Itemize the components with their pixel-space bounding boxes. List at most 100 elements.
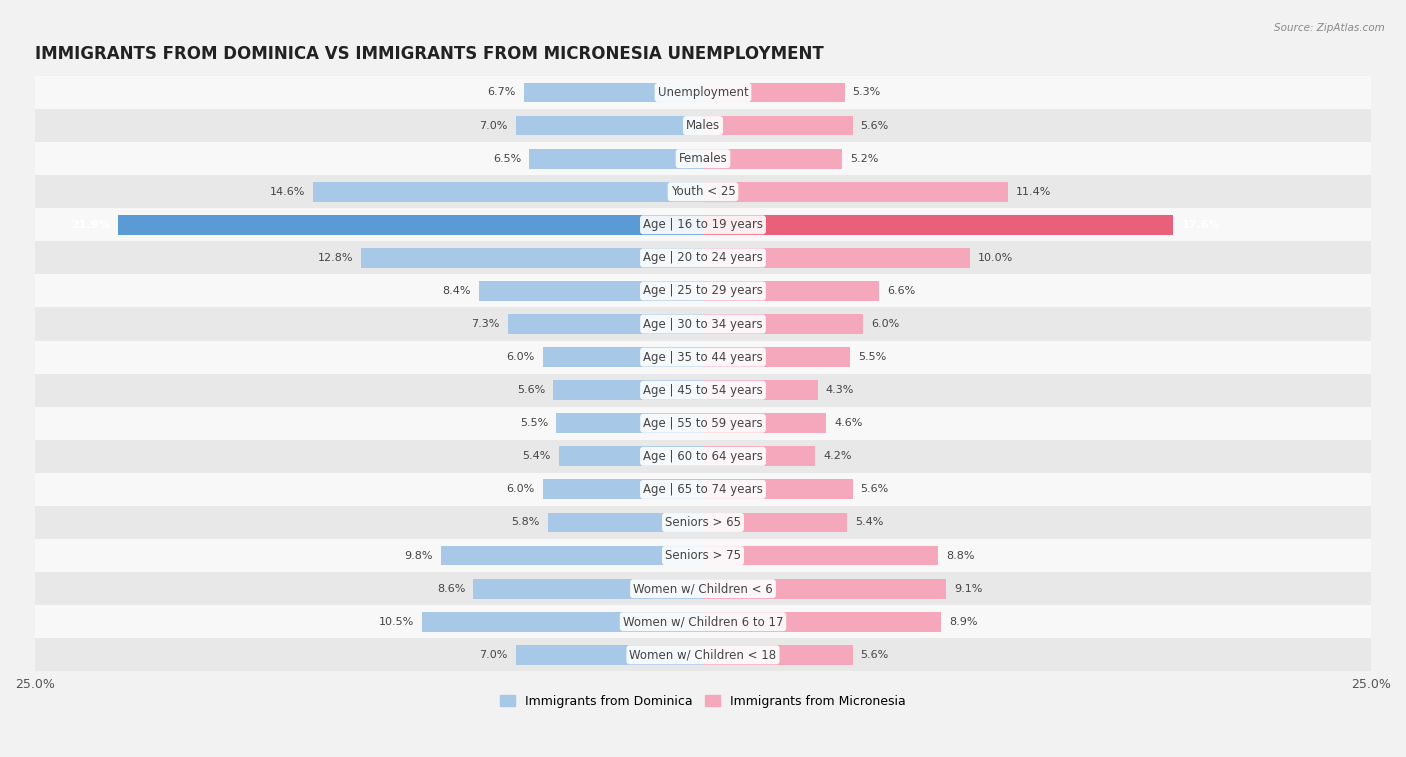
Text: 6.0%: 6.0% (872, 319, 900, 329)
Text: 6.0%: 6.0% (506, 484, 534, 494)
Text: 5.6%: 5.6% (860, 484, 889, 494)
Text: Age | 20 to 24 years: Age | 20 to 24 years (643, 251, 763, 264)
Bar (703, 512, 848, 532)
Text: 5.3%: 5.3% (852, 88, 882, 98)
Bar (543, 479, 703, 500)
Text: 9.1%: 9.1% (955, 584, 983, 593)
Text: 5.5%: 5.5% (520, 419, 548, 428)
Bar (703, 281, 879, 301)
Bar (35, 76, 1371, 109)
Text: 4.6%: 4.6% (834, 419, 862, 428)
Text: Males: Males (686, 119, 720, 132)
Text: 10.5%: 10.5% (380, 617, 415, 627)
Bar (441, 546, 703, 565)
Text: Source: ZipAtlas.com: Source: ZipAtlas.com (1274, 23, 1385, 33)
Bar (35, 506, 1371, 539)
Bar (703, 248, 970, 268)
Bar (361, 248, 703, 268)
Text: 10.0%: 10.0% (979, 253, 1014, 263)
Bar (703, 182, 1008, 201)
Text: 4.3%: 4.3% (825, 385, 855, 395)
Bar (35, 109, 1371, 142)
Text: Women w/ Children 6 to 17: Women w/ Children 6 to 17 (623, 615, 783, 628)
Text: Women w/ Children < 18: Women w/ Children < 18 (630, 648, 776, 662)
Text: Youth < 25: Youth < 25 (671, 185, 735, 198)
Text: 6.5%: 6.5% (494, 154, 522, 164)
Bar (35, 307, 1371, 341)
Text: 7.0%: 7.0% (479, 650, 508, 660)
Text: 6.0%: 6.0% (506, 352, 534, 362)
Text: 12.8%: 12.8% (318, 253, 353, 263)
Text: 14.6%: 14.6% (270, 187, 305, 197)
Bar (555, 413, 703, 433)
Bar (703, 83, 845, 102)
Bar (35, 638, 1371, 671)
Text: Seniors > 75: Seniors > 75 (665, 549, 741, 562)
Bar (548, 512, 703, 532)
Bar (558, 447, 703, 466)
Bar (35, 142, 1371, 175)
Text: Seniors > 65: Seniors > 65 (665, 516, 741, 529)
Bar (35, 572, 1371, 605)
Text: 5.8%: 5.8% (512, 518, 540, 528)
Text: Age | 60 to 64 years: Age | 60 to 64 years (643, 450, 763, 463)
Bar (703, 447, 815, 466)
Text: Females: Females (679, 152, 727, 165)
Text: 8.6%: 8.6% (437, 584, 465, 593)
Text: 7.0%: 7.0% (479, 120, 508, 130)
Bar (35, 407, 1371, 440)
Text: 8.9%: 8.9% (949, 617, 977, 627)
Bar (118, 215, 703, 235)
Legend: Immigrants from Dominica, Immigrants from Micronesia: Immigrants from Dominica, Immigrants fro… (495, 690, 911, 713)
Bar (703, 612, 941, 631)
Text: 6.7%: 6.7% (488, 88, 516, 98)
Bar (35, 274, 1371, 307)
Bar (543, 347, 703, 367)
Text: 9.8%: 9.8% (405, 550, 433, 561)
Text: 5.6%: 5.6% (860, 650, 889, 660)
Bar (35, 374, 1371, 407)
Text: Age | 45 to 54 years: Age | 45 to 54 years (643, 384, 763, 397)
Text: 5.2%: 5.2% (851, 154, 879, 164)
Bar (703, 413, 825, 433)
Bar (703, 215, 1174, 235)
Bar (524, 83, 703, 102)
Text: 5.6%: 5.6% (860, 120, 889, 130)
Text: Age | 55 to 59 years: Age | 55 to 59 years (643, 417, 763, 430)
Bar (703, 546, 938, 565)
Bar (703, 380, 818, 400)
Bar (35, 539, 1371, 572)
Bar (703, 148, 842, 169)
Text: 11.4%: 11.4% (1015, 187, 1052, 197)
Bar (35, 208, 1371, 241)
Text: 5.4%: 5.4% (855, 518, 884, 528)
Text: 8.8%: 8.8% (946, 550, 974, 561)
Text: Age | 25 to 29 years: Age | 25 to 29 years (643, 285, 763, 298)
Text: 21.9%: 21.9% (72, 220, 110, 230)
Bar (554, 380, 703, 400)
Text: Age | 16 to 19 years: Age | 16 to 19 years (643, 218, 763, 232)
Bar (516, 116, 703, 136)
Bar (703, 314, 863, 334)
Text: 5.4%: 5.4% (522, 451, 551, 461)
Text: Unemployment: Unemployment (658, 86, 748, 99)
Bar (35, 473, 1371, 506)
Bar (35, 605, 1371, 638)
Bar (35, 241, 1371, 274)
Text: 5.5%: 5.5% (858, 352, 886, 362)
Bar (703, 479, 852, 500)
Text: 17.6%: 17.6% (1181, 220, 1220, 230)
Bar (478, 281, 703, 301)
Text: Age | 30 to 34 years: Age | 30 to 34 years (643, 317, 763, 331)
Bar (703, 578, 946, 599)
Bar (516, 645, 703, 665)
Text: Age | 35 to 44 years: Age | 35 to 44 years (643, 350, 763, 363)
Text: 7.3%: 7.3% (471, 319, 501, 329)
Text: 5.6%: 5.6% (517, 385, 546, 395)
Text: 8.4%: 8.4% (441, 286, 471, 296)
Bar (703, 347, 851, 367)
Text: 6.6%: 6.6% (887, 286, 915, 296)
Bar (508, 314, 703, 334)
Bar (35, 440, 1371, 473)
Bar (35, 175, 1371, 208)
